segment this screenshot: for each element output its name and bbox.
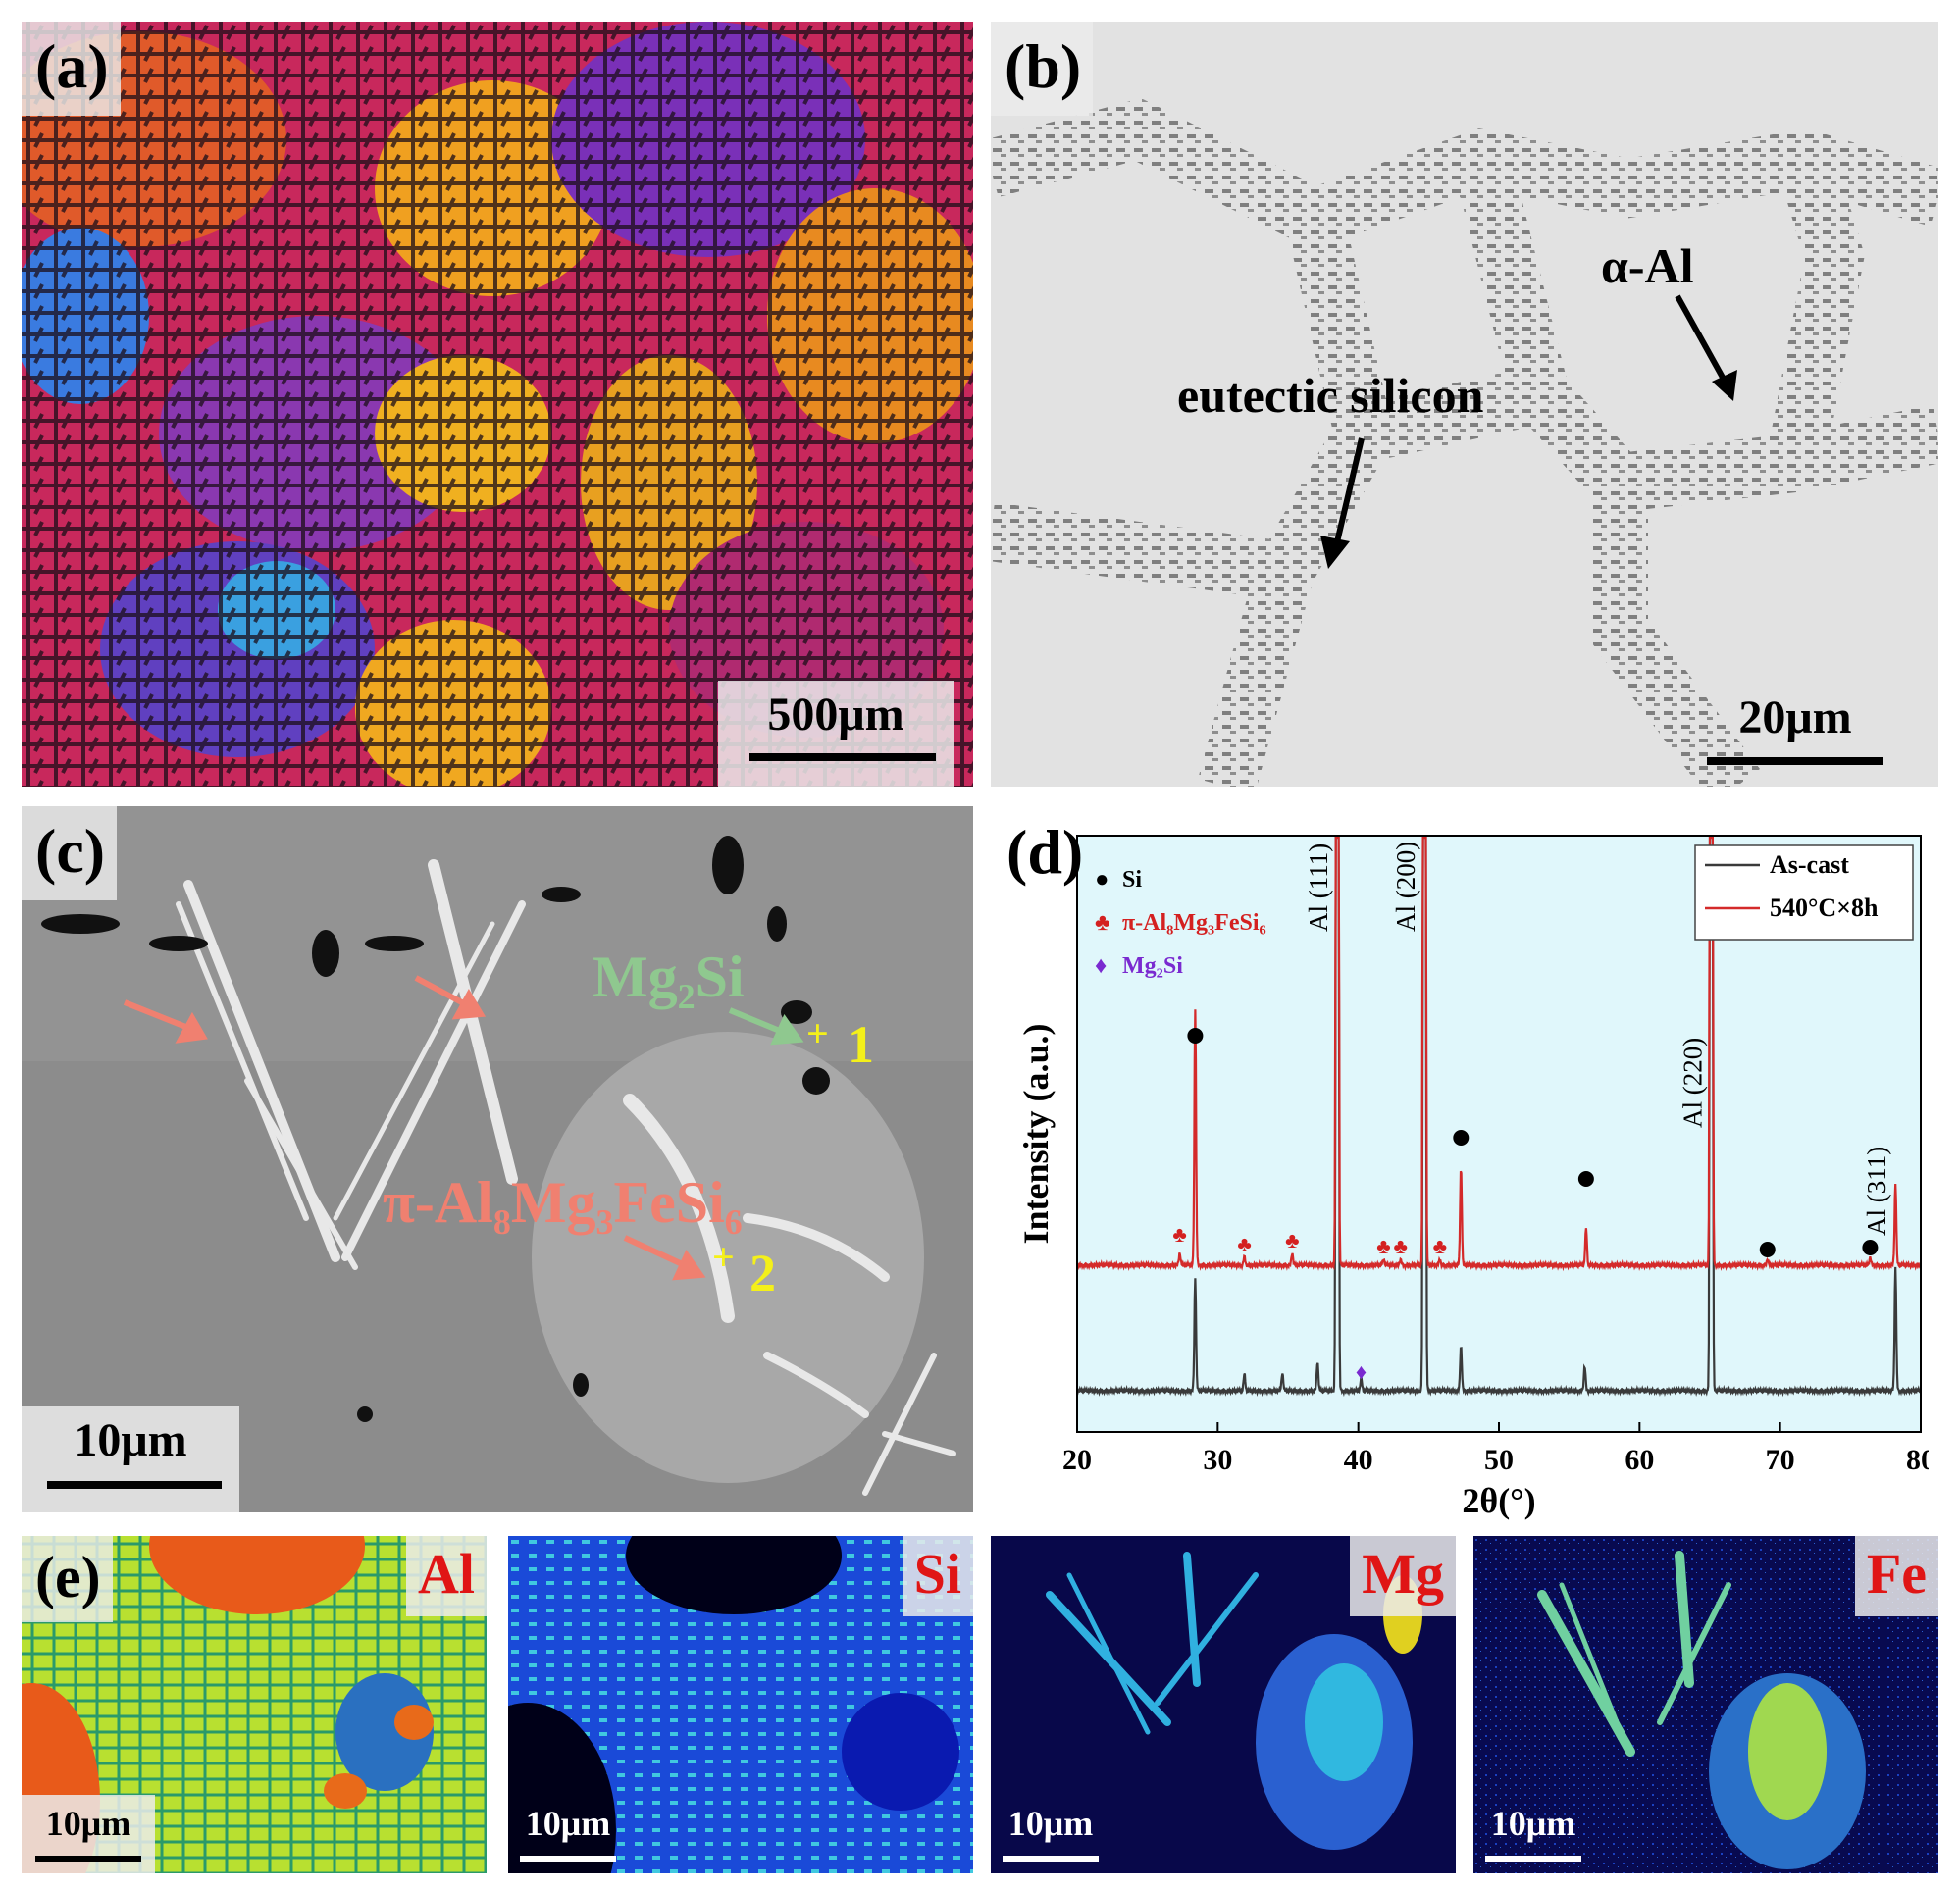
series-line-treated: [1076, 836, 1923, 1272]
point-1-label: 1: [848, 1015, 874, 1074]
scale-label-b: 20μm: [1738, 691, 1852, 743]
micrograph-b-image: [991, 22, 1938, 787]
reflection-label: Al (311): [1862, 1147, 1891, 1236]
eds-map-fe: Fe 10μm: [1473, 1536, 1938, 1873]
si-peak-marker: [1453, 1130, 1470, 1146]
micrograph-a-image: [22, 22, 973, 787]
panel-b: (b) α-Al eutectic silicon 20μm: [991, 22, 1938, 787]
scale-label-e-si: 10μm: [525, 1804, 611, 1843]
eds-map-al: (e) Al 10μm: [22, 1536, 487, 1873]
x-axis-label: 2θ(°): [1462, 1481, 1535, 1520]
si-peak-marker: [1862, 1240, 1879, 1255]
panel-label-e: (e): [22, 1536, 113, 1622]
scale-bar-c: 10μm: [22, 1406, 239, 1512]
x-tick-label: 20: [1062, 1444, 1092, 1476]
reflection-label: Al (220): [1677, 1038, 1707, 1128]
mg2si-label: Mg₂Si: [593, 945, 745, 1009]
panel-label-d: (d): [1006, 817, 1083, 887]
reflection-label: Al (200): [1391, 842, 1420, 932]
alpha-al-label: α-Al: [1601, 238, 1694, 293]
element-label-mg: Mg: [1350, 1536, 1456, 1616]
phase-legend-symbol: ●: [1095, 867, 1109, 893]
legend-box: [1694, 844, 1914, 941]
phase-legend-label: Mg₂Si: [1122, 953, 1183, 979]
scale-bar-e-mg: 10μm: [991, 1795, 1110, 1873]
scale-line-a: [749, 753, 936, 761]
phase-legend-symbol: ♣: [1095, 910, 1110, 936]
point-2-label: 2: [749, 1244, 776, 1303]
pi-phase-marker: ♣: [1172, 1222, 1186, 1247]
x-tick-label: 50: [1484, 1444, 1514, 1476]
pi-phase-label: π-Al₈Mg₃FeSi₆: [383, 1170, 743, 1235]
pi-phase-marker: ♣: [1285, 1228, 1299, 1252]
scale-label-a: 500μm: [767, 689, 904, 741]
pi-phase-arrows: [123, 975, 804, 1281]
scale-line-e-si: [520, 1856, 616, 1862]
pi-phase-marker: ♣: [1433, 1234, 1447, 1258]
scale-line-c: [47, 1481, 222, 1489]
pi-phase-marker: ♣: [1393, 1234, 1407, 1258]
si-peak-marker: [1187, 1028, 1204, 1044]
scale-line-e-mg: [1003, 1856, 1099, 1862]
sem-image-c: [22, 806, 973, 1512]
element-label-al: Al: [406, 1536, 487, 1616]
eds-si-image: [508, 1536, 973, 1873]
scale-line-e-al: [35, 1856, 141, 1862]
panel-a: (a) 500μm: [22, 22, 973, 787]
point-2-cross: +: [712, 1235, 735, 1279]
scale-line-e-fe: [1485, 1856, 1581, 1862]
mg2si-marker: ♦: [1356, 1359, 1367, 1384]
scale-line-b: [1707, 757, 1883, 765]
scale-bar-a: 500μm: [718, 681, 954, 787]
eutectic-silicon-label: eutectic silicon: [1177, 368, 1484, 423]
phase-legend-label: Si: [1122, 867, 1142, 893]
element-label-si: Si: [902, 1536, 973, 1616]
reflection-label: Al (111): [1304, 843, 1333, 932]
phase-legend-symbol: ♦: [1095, 953, 1107, 979]
element-label-fe: Fe: [1854, 1536, 1938, 1616]
xrd-chart: 20 30 40 50 60 70 80 2θ(°) Intensity (a.u.) Al (1…: [1006, 817, 1929, 1520]
si-peak-marker: [1759, 1242, 1776, 1257]
x-tick-label: 80: [1906, 1444, 1929, 1476]
legend-label: 540°C×8h: [1770, 894, 1879, 922]
x-tick-label: 60: [1625, 1444, 1654, 1476]
x-tick-label: 70: [1766, 1444, 1795, 1476]
scale-bar-e-al: 10μm: [22, 1795, 155, 1873]
scale-bar-e-si: 10μm: [508, 1795, 628, 1873]
pi-phase-marker: ♣: [1376, 1234, 1390, 1258]
series-line-as-cast: [1076, 836, 1923, 1398]
panel-label-c: (c): [22, 806, 118, 900]
si-peak-marker: [1577, 1171, 1594, 1187]
eds-map-si: Si 10μm: [508, 1536, 973, 1873]
eutectic-arrow: [1320, 437, 1365, 569]
scale-bar-e-fe: 10μm: [1473, 1795, 1593, 1873]
point-1-cross: +: [806, 1011, 829, 1055]
scale-label-c: 10μm: [74, 1414, 187, 1466]
panel-c: (c) Mg₂Si π-Al₈Mg₃FeSi₆ + 1 + 2 10μm: [22, 806, 973, 1512]
eds-map-mg: Mg 10μm: [991, 1536, 1456, 1873]
scale-label-e-fe: 10μm: [1490, 1804, 1576, 1843]
alpha-al-arrow: [1675, 294, 1737, 401]
scale-bar-b: 20μm: [1697, 685, 1893, 783]
pi-phase-marker: ♣: [1237, 1232, 1251, 1256]
scale-label-e-al: 10μm: [45, 1804, 131, 1843]
panel-label-b: (b): [991, 22, 1094, 116]
legend-label: As-cast: [1770, 850, 1849, 879]
y-axis-label: Intensity (a.u.): [1016, 1023, 1056, 1244]
x-tick-label: 30: [1203, 1444, 1232, 1476]
phase-legend-label: π-Al₈Mg₃FeSi₆: [1122, 910, 1266, 936]
scale-label-e-mg: 10μm: [1007, 1804, 1094, 1843]
x-tick-label: 40: [1344, 1444, 1373, 1476]
panel-label-a: (a): [22, 22, 121, 116]
